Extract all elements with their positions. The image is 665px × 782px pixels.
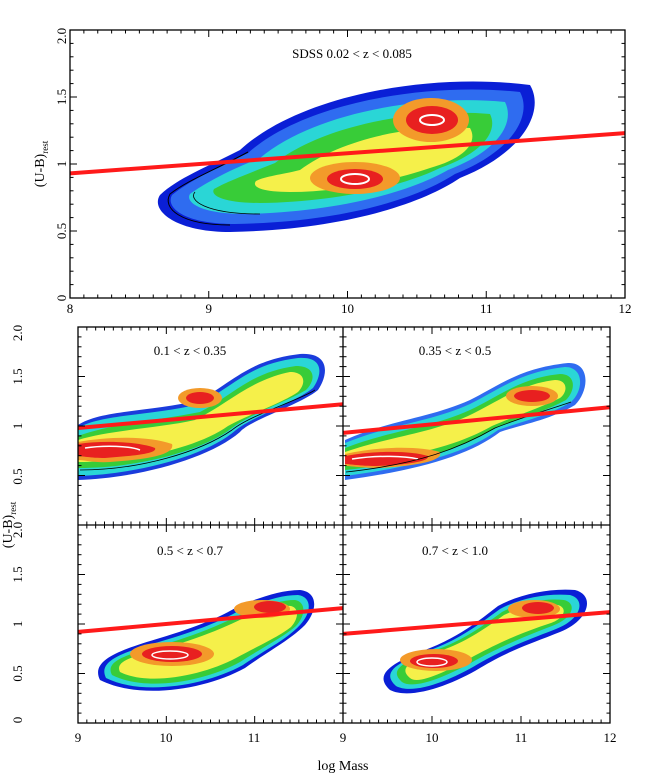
- x-tick-label: 10: [160, 730, 173, 745]
- y-tick-label: 1.5: [54, 89, 69, 105]
- y-tick-label: 1: [10, 621, 25, 628]
- y-tick-label: 0: [54, 295, 69, 302]
- divider-line: [78, 402, 343, 430]
- y-tick-label: 0.5: [10, 665, 25, 681]
- x-tick-label: 10: [426, 730, 439, 745]
- y-tick-labels-top-panel: 0 0.5 1 1.5 2.0: [54, 28, 69, 301]
- divider-line: [343, 610, 610, 636]
- panel-z-0.7-1.0: 0.7 < z < 1.0: [343, 543, 610, 694]
- divider-line: [70, 131, 625, 176]
- y-tick-label: 1.5: [10, 566, 25, 582]
- panel-sdss: SDSS 0.02 < z < 0.085: [69, 29, 626, 299]
- x-tick-labels-bottom: 9 10 11 9 10 11 12: [75, 730, 617, 745]
- y-axis-title-bottom: (U-B)rest: [1, 501, 18, 548]
- y-axis-title: (U-B)rest: [1, 501, 18, 548]
- density-contours: [383, 589, 587, 694]
- y-tick-label: 0.5: [10, 468, 25, 484]
- panel-z-0.1-0.35: 0.1 < z < 0.35: [78, 343, 343, 480]
- x-tick-label: 12: [604, 730, 617, 745]
- y-tick-label: 0: [10, 717, 25, 724]
- y-tick-label: 2.0: [54, 28, 69, 44]
- density-contours: [98, 590, 315, 691]
- density-contours: [157, 81, 535, 232]
- x-tick-label: 9: [340, 730, 347, 745]
- axis-ticks: [69, 29, 626, 724]
- panel-title: 0.35 < z < 0.5: [419, 343, 491, 358]
- y-axis-title: (U-B)rest: [33, 140, 50, 187]
- divider-line: [78, 606, 343, 634]
- x-tick-label: 10: [341, 301, 354, 316]
- y-tick-labels-row2: 0 0.5 1 1.5 2.0: [10, 522, 25, 723]
- y-tick-label: 1: [10, 423, 25, 430]
- y-tick-label: 1: [54, 161, 69, 168]
- x-tick-label: 12: [619, 301, 632, 316]
- panel-title: 0.5 < z < 0.7: [157, 543, 223, 558]
- y-tick-label: 0.5: [54, 223, 69, 239]
- x-tick-label: 8: [67, 301, 74, 316]
- x-axis-title: log Mass: [318, 759, 369, 774]
- y-tick-label: 2.0: [10, 325, 25, 341]
- x-tick-label: 11: [515, 730, 528, 745]
- y-tick-label: 1.5: [10, 368, 25, 384]
- panel-title: SDSS 0.02 < z < 0.085: [292, 46, 412, 61]
- panel-title: 0.1 < z < 0.35: [154, 343, 226, 358]
- x-tick-label: 9: [75, 730, 82, 745]
- x-tick-label: 9: [206, 301, 213, 316]
- panel-title: 0.7 < z < 1.0: [422, 543, 488, 558]
- panel-z-0.35-0.5: 0.35 < z < 0.5: [343, 343, 610, 480]
- y-tick-labels-row1: 0.5 1 1.5 2.0: [10, 325, 25, 485]
- y-axis-title-top-panel: (U-B)rest: [33, 140, 50, 187]
- x-tick-label: 11: [480, 301, 493, 316]
- x-tick-label: 11: [248, 730, 261, 745]
- divider-line: [343, 405, 610, 435]
- x-tick-labels-top-panel: 8 9 10 11 12: [67, 301, 632, 316]
- panel-z-0.5-0.7: 0.5 < z < 0.7: [78, 543, 343, 691]
- y-tick-label: 2.0: [10, 522, 25, 538]
